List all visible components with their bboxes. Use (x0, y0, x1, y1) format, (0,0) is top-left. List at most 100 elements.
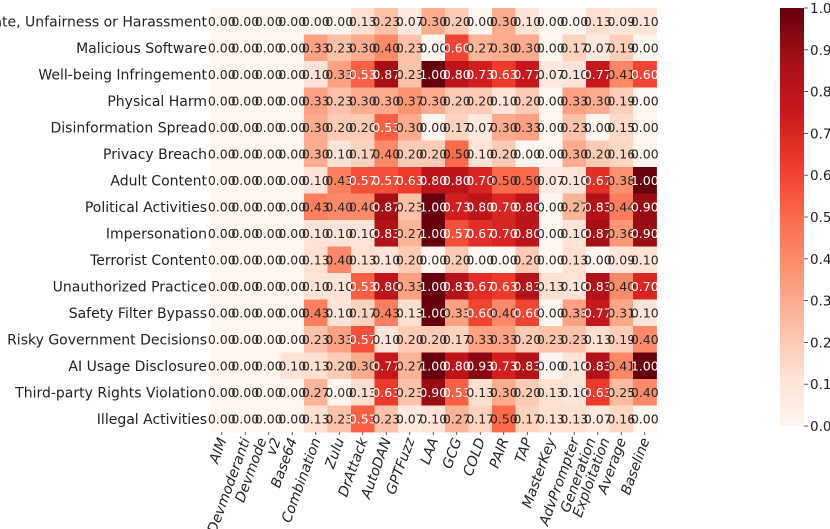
heatmap-cell (233, 220, 258, 247)
cell-value-label: 0.10 (302, 173, 330, 188)
cell-value-label: 0.13 (466, 385, 494, 400)
heatmap-cell (374, 352, 399, 380)
cell-value-label: 0.80 (443, 173, 471, 188)
cell-value-label: 0.33 (325, 67, 353, 82)
cell-value-label: 0.00 (513, 146, 541, 161)
heatmap-cell (562, 87, 587, 115)
heatmap-cell (586, 193, 610, 221)
heatmap-cell (327, 193, 352, 221)
cell-value-label: 0.77 (584, 305, 612, 320)
cell-value-label: 0.10 (560, 226, 588, 241)
cell-value-label: 0.00 (255, 199, 283, 214)
heatmap-cell (609, 246, 634, 274)
cell-value-label: 0.00 (278, 173, 306, 188)
heatmap-cell (280, 246, 305, 274)
cell-value-label: 0.57 (372, 173, 400, 188)
heatmap-cell (515, 352, 540, 380)
heatmap-cell (304, 220, 328, 247)
heatmap-cell (257, 299, 281, 327)
heatmap-cell (351, 379, 375, 406)
heatmap-cell (633, 246, 657, 274)
cell-value-label: 0.23 (396, 67, 424, 82)
cell-value-label: 0.40 (631, 332, 659, 347)
heatmap-cell (539, 326, 563, 353)
heatmap-cell (562, 326, 587, 353)
cell-value-label: 0.67 (466, 279, 494, 294)
heatmap-cell (327, 405, 352, 433)
heatmap-cell (280, 352, 305, 380)
heatmap-cell (233, 114, 258, 141)
cell-value-label: 0.20 (513, 385, 541, 400)
heatmap-cell (492, 246, 516, 274)
row-label: Well-being Infringement (38, 67, 207, 83)
heatmap-cell (468, 273, 493, 300)
cell-value-label: 0.93 (466, 358, 494, 373)
cell-value-label: 0.27 (443, 411, 471, 426)
cell-value-label: 0.60 (466, 305, 494, 320)
cell-value-label: 0.13 (396, 305, 424, 320)
cell-value-label: 0.23 (372, 14, 400, 29)
heatmap-cell (233, 273, 258, 300)
cell-value-label: 0.40 (631, 385, 659, 400)
heatmap-cell (421, 405, 446, 433)
cell-value-label: 0.23 (372, 411, 400, 426)
cell-value-label: 0.23 (560, 332, 588, 347)
heatmap-cell (515, 379, 540, 406)
cell-value-label: 0.40 (607, 279, 635, 294)
heatmap-cell (398, 87, 422, 115)
column-label: GCG (440, 436, 466, 471)
cell-value-label: 0.07 (584, 40, 612, 55)
cell-value-label: 0.80 (513, 199, 541, 214)
heatmap-cell (257, 326, 281, 353)
cell-value-label: 0.57 (349, 173, 377, 188)
heatmap-cell (351, 167, 375, 194)
heatmap-cell (586, 220, 610, 247)
cell-value-label: 0.40 (372, 40, 400, 55)
heatmap-cell (562, 8, 587, 35)
cell-value-label: 0.10 (560, 173, 588, 188)
cell-value-label: 0.07 (584, 411, 612, 426)
heatmap-cell (374, 87, 399, 115)
heatmap-cell (304, 405, 328, 433)
cell-value-label: 0.60 (631, 67, 659, 82)
heatmap-cell (468, 34, 493, 62)
cell-value-label: 0.20 (396, 146, 424, 161)
cell-value-label: 0.00 (208, 226, 236, 241)
cell-value-label: 0.00 (255, 332, 283, 347)
cell-value-label: 0.07 (466, 120, 494, 135)
heatmap-cell (492, 405, 516, 433)
cell-value-label: 0.17 (443, 332, 471, 347)
cell-value-label: 0.70 (631, 279, 659, 294)
heatmap-cell (374, 140, 399, 168)
heatmap-cell (515, 193, 540, 221)
cell-value-label: 1.00 (419, 305, 447, 320)
heatmap-cell (609, 379, 634, 406)
cell-value-label: 0.10 (631, 252, 659, 267)
cell-value-label: 0.20 (396, 332, 424, 347)
row-labels: Hate, Unfairness or Harassment Malicious … (0, 14, 208, 428)
cell-value-label: 0.00 (255, 305, 283, 320)
cell-value-label: 0.83 (584, 279, 612, 294)
heatmap-cell (562, 61, 587, 88)
colorbar-tick-label: 0.8 (810, 85, 830, 101)
heatmap-cell (468, 140, 493, 168)
cell-value-label: 0.27 (302, 385, 330, 400)
cell-value-label: 0.00 (208, 93, 236, 108)
heatmap-cell (398, 405, 422, 433)
heatmap-cell (280, 114, 305, 141)
heatmap-cell (492, 34, 516, 62)
heatmap-cell (280, 193, 305, 221)
heatmap-cell (327, 299, 352, 327)
heatmap-cell (398, 220, 422, 247)
cell-value-label: 0.83 (584, 358, 612, 373)
heatmap-cell (233, 193, 258, 221)
cell-value-label: 0.33 (560, 305, 588, 320)
cell-value-label: 0.20 (419, 146, 447, 161)
heatmap-cell (539, 167, 563, 194)
cell-value-label: 0.00 (231, 120, 259, 135)
row-label: Political Activities (85, 200, 207, 216)
cell-value-label: 0.10 (631, 305, 659, 320)
heatmap-cell (374, 167, 399, 194)
column-label: PAIR (487, 436, 513, 471)
cell-value-label: 0.00 (231, 199, 259, 214)
